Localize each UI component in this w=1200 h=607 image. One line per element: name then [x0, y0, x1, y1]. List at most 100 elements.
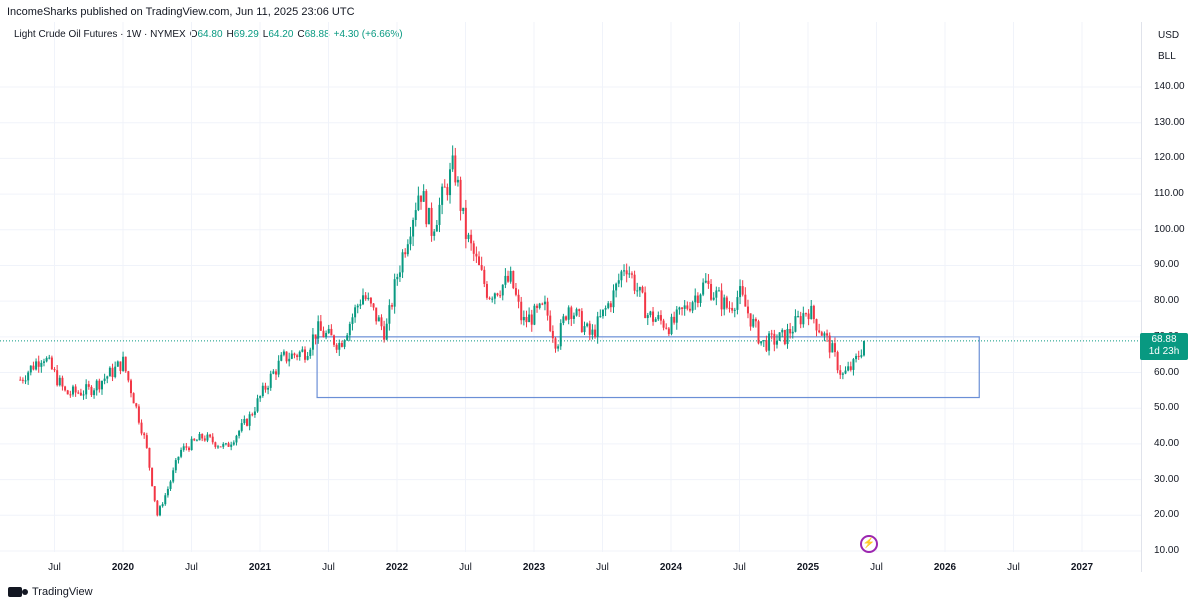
candle-body [601, 309, 604, 317]
quantity-unit[interactable]: BLL [1158, 51, 1176, 62]
candle-body [488, 297, 491, 299]
candle-body [385, 323, 388, 340]
candle-body [717, 290, 720, 292]
brand-footer[interactable]: TradingView [8, 586, 93, 598]
candle-body [201, 434, 204, 439]
price-scale[interactable]: 140.00 130.00 120.00 110.00 100.00 90.00 80.00… [1141, 22, 1200, 572]
time-tick-label: 2025 [797, 562, 820, 572]
candle-body [243, 418, 246, 424]
candle-body [267, 387, 270, 390]
candle-body [71, 386, 74, 395]
candle-body [504, 275, 507, 285]
candle-body [667, 328, 670, 335]
candle-body [124, 356, 127, 372]
candle-body [773, 333, 776, 345]
candle-body [559, 323, 562, 347]
candle-body [409, 236, 412, 245]
candle-body [546, 301, 549, 316]
candle-body [103, 378, 106, 381]
candle-body [111, 367, 114, 377]
last-price-value: 68.88 [1151, 334, 1177, 345]
candle-body [860, 355, 863, 357]
candle-body [393, 279, 396, 307]
candle-body [261, 385, 264, 397]
candle-body [691, 302, 694, 311]
candle-body [533, 305, 536, 325]
lightning-icon[interactable]: ⚡ [860, 535, 878, 553]
candle-body [438, 204, 441, 225]
candle-body [557, 346, 560, 349]
candle-body [565, 316, 568, 320]
candle-body [145, 435, 148, 448]
candlestick-chart[interactable]: Jul 2020 Jul 2021 Jul 2022 Jul 2023 Jul 2024 Jul 20… [0, 22, 1141, 572]
time-tick-label: Jul [1007, 562, 1020, 572]
price-tick-label: 110.00 [1154, 188, 1184, 200]
candle-body [108, 367, 111, 377]
candle-body [143, 433, 146, 436]
candle-body [754, 318, 757, 322]
candle-body [50, 357, 53, 370]
candle-body [327, 328, 330, 333]
price-chart[interactable]: Jul 2020 Jul 2021 Jul 2022 Jul 2023 Jul 2024 Jul 20… [0, 22, 1141, 572]
candle-body [290, 353, 293, 359]
candle-body [280, 354, 283, 361]
candle-body [19, 379, 22, 381]
candle-body [746, 306, 749, 314]
candle-body [137, 406, 140, 423]
candle-body [686, 305, 689, 309]
candle-body [441, 186, 444, 205]
close-value: 68.88 [304, 29, 330, 40]
candle-body [852, 359, 855, 370]
time-tick-label: 2023 [523, 562, 546, 572]
candle-body [153, 486, 156, 501]
candle-body [64, 386, 67, 391]
candle-body [430, 207, 433, 236]
candle-body [304, 349, 307, 360]
candle-body [69, 394, 72, 396]
candle-body [116, 361, 119, 367]
low-label: L [262, 29, 269, 40]
candle-body [807, 313, 810, 320]
time-tick-label: 2024 [660, 562, 683, 572]
candle-body [180, 449, 183, 457]
candle-body [185, 446, 188, 448]
candle-body [232, 442, 235, 445]
candle-body [810, 305, 813, 320]
price-tick-label: 60.00 [1154, 366, 1180, 378]
currency-unit[interactable]: USD [1158, 30, 1180, 41]
candle-body [182, 446, 185, 450]
candle-body [406, 244, 409, 255]
candle-body [248, 414, 251, 426]
candle-body [380, 317, 383, 327]
candle-body [628, 273, 631, 275]
candle-body [214, 442, 217, 447]
candle-body [841, 373, 844, 375]
candle-body [246, 418, 249, 426]
candle-body [66, 390, 69, 395]
candle-body [398, 272, 401, 277]
candle-body [129, 380, 132, 394]
candle-body [551, 330, 554, 339]
symbol-name[interactable]: Light Crude Oil Futures · 1W · NYMEX [14, 29, 186, 40]
candle-body [346, 335, 349, 341]
candle-body [617, 280, 620, 284]
candle-body [749, 313, 752, 327]
candle-body [543, 301, 546, 305]
candle-body [211, 436, 214, 443]
candle-body [174, 460, 177, 471]
candle-body [509, 271, 512, 282]
time-tick-label: 2027 [1071, 562, 1094, 572]
candle-body [467, 234, 470, 239]
candle-body [151, 467, 154, 487]
candle-body [575, 309, 578, 316]
candle-body [166, 488, 169, 496]
candle-body [417, 195, 420, 211]
candle-body [396, 276, 399, 280]
candle-body [156, 500, 159, 516]
candle-body [464, 207, 467, 239]
candle-body [786, 328, 789, 345]
candle-body [699, 294, 702, 303]
candle-body [470, 234, 473, 244]
candle-body [285, 351, 288, 362]
candle-body [833, 343, 836, 353]
